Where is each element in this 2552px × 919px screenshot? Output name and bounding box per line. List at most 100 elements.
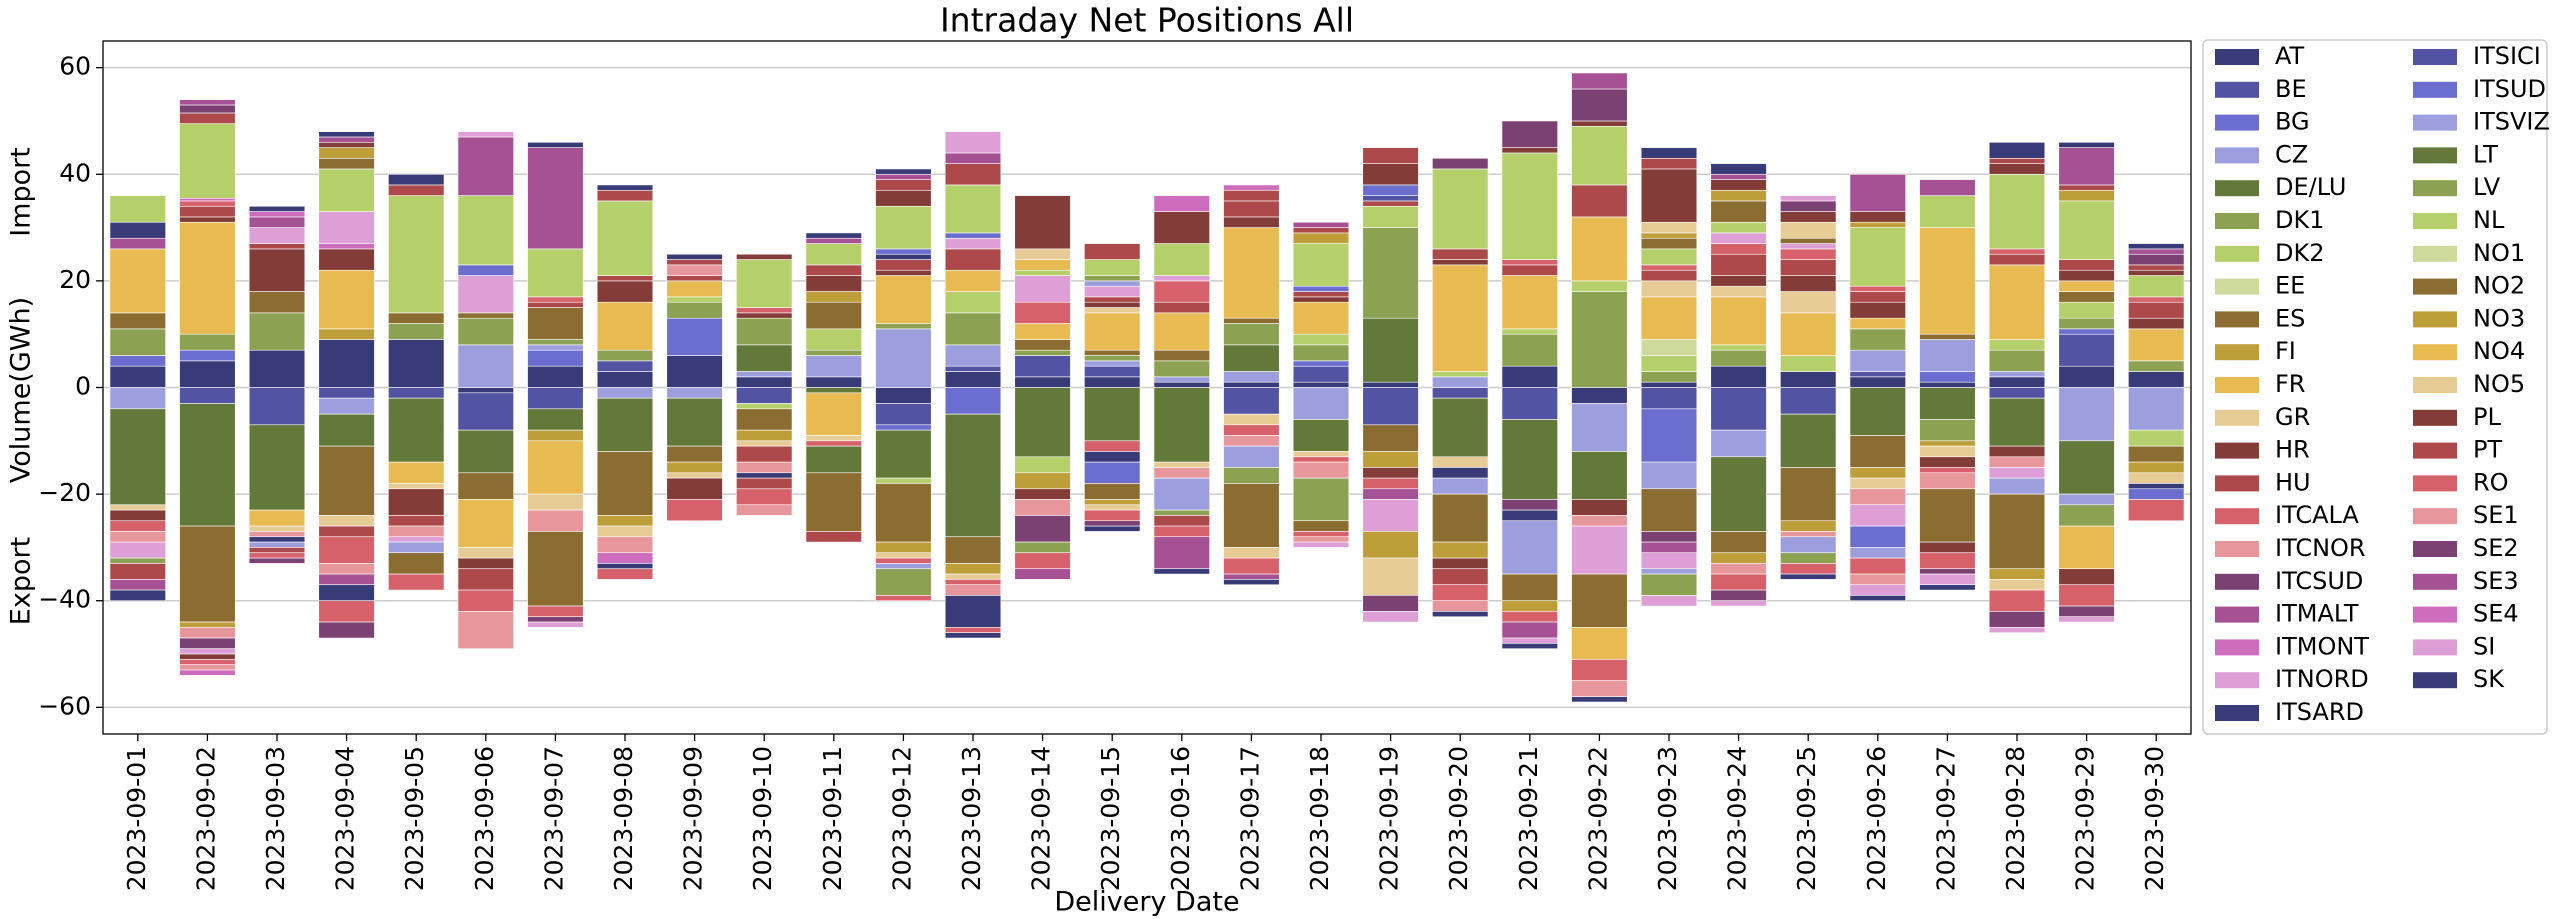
- bar-segment: [109, 195, 166, 223]
- bar-segment: [944, 632, 1002, 639]
- legend-label: NO4: [2473, 337, 2525, 365]
- bar-segment: [2058, 333, 2115, 367]
- bar-segment: [1988, 141, 2046, 159]
- bar-segment: [1640, 531, 1698, 543]
- bar-segment: [179, 525, 236, 623]
- bar-segment: [179, 221, 236, 335]
- bar-segment: [2058, 605, 2115, 618]
- bar-segment: [109, 365, 166, 388]
- bar-segment: [2058, 568, 2115, 586]
- legend-swatch: [2413, 245, 2457, 262]
- bar-segment: [875, 168, 932, 175]
- bar-segment: [1919, 387, 1976, 420]
- bar-segment: [1362, 499, 1419, 532]
- bar-segment: [1084, 349, 1141, 356]
- bar-segment: [109, 221, 166, 239]
- bar-segment: [527, 349, 584, 367]
- bar-segment: [1780, 573, 1837, 580]
- legend-label: ITCALA: [2275, 501, 2359, 529]
- bar-segment: [1849, 573, 1906, 586]
- bar-segment: [318, 600, 375, 623]
- bar-segment: [1432, 600, 1489, 612]
- bar-segment: [1362, 531, 1419, 559]
- bar-segment: [944, 584, 1002, 596]
- bar-segment: [944, 371, 1002, 388]
- bar-segment: [1292, 333, 1350, 346]
- bar-segment: [1919, 179, 1976, 196]
- bar-segment: [388, 387, 445, 399]
- bar-segment: [1153, 275, 1210, 282]
- legend-label: AT: [2275, 42, 2305, 70]
- bar-segment: [944, 563, 1002, 575]
- bar-segment: [2128, 275, 2185, 298]
- bar-segment: [1153, 349, 1210, 362]
- bar-segment: [1014, 248, 1071, 260]
- bar-segment: [248, 349, 306, 388]
- bar-segment: [2058, 189, 2115, 202]
- bar-segment: [318, 339, 375, 388]
- x-tick-label: 2023-09-19: [1375, 746, 1404, 891]
- bar-segment: [944, 413, 1002, 538]
- bar-segment: [2128, 488, 2185, 500]
- bar-segment: [875, 403, 932, 426]
- legend-swatch: [2215, 573, 2259, 590]
- bar-segment: [318, 621, 375, 639]
- bar-segment: [1640, 269, 1698, 282]
- bar-segment: [2128, 472, 2185, 484]
- bar-segment: [1084, 355, 1141, 362]
- bar-segment: [1501, 152, 1558, 260]
- bar-segment: [1084, 243, 1141, 260]
- bar-segment: [1153, 509, 1210, 516]
- bar-segment: [1362, 147, 1419, 164]
- bar-segment: [179, 200, 236, 207]
- bar-segment: [2058, 280, 2115, 292]
- x-tick-label: 2023-09-04: [331, 746, 360, 891]
- bar-segment: [1014, 456, 1071, 474]
- legend-swatch: [2215, 180, 2259, 197]
- legend-label: RO: [2473, 468, 2509, 496]
- bar-segment: [457, 131, 514, 138]
- bar-segment: [2058, 616, 2115, 623]
- chart-title: Intraday Net Positions All: [940, 1, 1354, 40]
- bar-segment: [1501, 643, 1558, 650]
- bar-segment: [736, 259, 793, 308]
- legend-swatch: [2413, 81, 2457, 98]
- bar-segment: [596, 189, 654, 202]
- bar-segment: [1849, 584, 1906, 596]
- bar-segment: [596, 515, 654, 527]
- bar-segment: [457, 472, 514, 500]
- bar-segment: [666, 264, 723, 276]
- bar-segment: [1153, 477, 1210, 511]
- x-tick-label: 2023-09-14: [1027, 746, 1056, 891]
- bar-segment: [457, 392, 514, 431]
- bar-segment: [179, 112, 236, 124]
- bar-segment: [1084, 483, 1141, 500]
- bar-segment: [388, 488, 445, 516]
- legend-label: NO1: [2473, 239, 2525, 267]
- legend-label: SI: [2473, 632, 2495, 660]
- legend-swatch: [2413, 278, 2457, 295]
- bar-segment: [1501, 621, 1558, 639]
- bar-segment: [805, 232, 862, 239]
- bar-segment: [1014, 195, 1071, 250]
- bar-segment: [1710, 285, 1767, 298]
- legend-label: ITSVIZ: [2473, 108, 2550, 136]
- legend-label: NO2: [2473, 272, 2525, 300]
- legend-swatch: [2215, 81, 2259, 98]
- legend-swatch: [2413, 180, 2457, 197]
- legend-swatch: [2215, 705, 2259, 721]
- bar-segment: [1849, 504, 1906, 527]
- bar-segment: [1362, 200, 1419, 207]
- legend-label: HU: [2275, 468, 2311, 496]
- bar-segment: [944, 312, 1002, 346]
- bar-segment: [109, 387, 166, 410]
- bar-segment: [1988, 445, 2046, 458]
- bar-segment: [318, 141, 375, 148]
- bar-segment: [1223, 579, 1280, 586]
- bar-segment: [1640, 232, 1698, 239]
- bar-segment: [596, 525, 654, 538]
- bar-segment: [1153, 195, 1210, 212]
- bar-segment: [1223, 413, 1280, 426]
- bar-segment: [875, 477, 932, 484]
- bar-segment: [596, 552, 654, 564]
